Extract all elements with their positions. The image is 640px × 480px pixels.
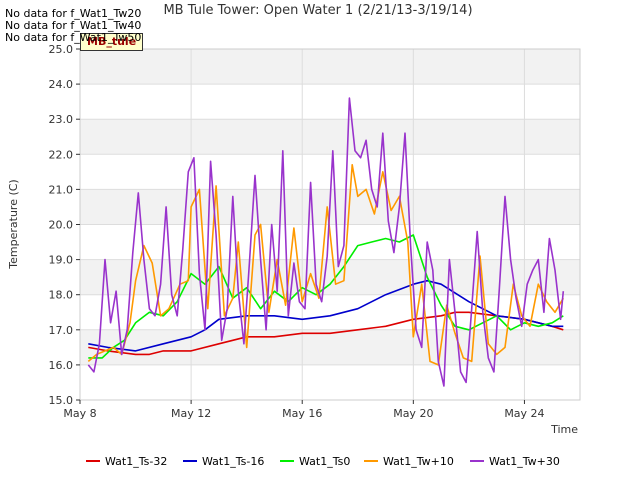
site-tag: MB_tule [80,33,144,51]
y-axis-label: Temperature (C) [7,179,20,269]
legend-label: Wat1_Tw+30 [489,455,560,468]
plot-band [80,84,580,120]
chart-title: MB Tule Tower: Open Water 1 (2/21/13-3/1… [163,3,472,18]
y-axis-ticks: 15.0 16.0 17.0 18.0 19.0 20.0 21.0 22.0 23.0 24.0… [49,43,80,407]
x-tick-label: May 24 [504,407,544,420]
series-line-Wat1_Tw+10 [87,164,564,366]
plot-band [80,154,580,190]
series-lines [87,97,565,387]
y-tick-label: 25.0 [49,43,74,56]
y-tick-label: 20.0 [49,219,74,232]
no-data-message: No data for f_Wat1_Tw20 [5,7,142,20]
no-data-message: No data for f_Wat1_Tw50 [5,31,142,44]
x-tick-label: May 16 [282,407,322,420]
y-tick-label: 16.0 [49,359,74,372]
y-tick-label: 22.0 [49,148,74,161]
legend-label: Wat1_Tw+10 [383,455,454,468]
x-axis-label: Time [550,423,578,436]
legend-label: Wat1_Ts0 [299,455,350,468]
legend-label: Wat1_Ts-16 [202,455,264,468]
x-tick-label: May 20 [393,407,433,420]
y-tick-label: 17.0 [49,324,74,337]
legend-label: Wat1_Ts-32 [105,455,167,468]
y-tick-label: 15.0 [49,394,74,407]
series-line-Wat1_Ts-16 [88,279,564,352]
y-tick-label: 24.0 [49,78,74,91]
x-axis-ticks: May 8 May 12 May 16 May 20 May 24 [63,400,545,420]
x-tick-label: May 12 [171,407,211,420]
y-tick-label: 18.0 [49,289,74,302]
y-tick-label: 19.0 [49,254,74,267]
plot-band [80,364,580,400]
series-line-Wat1_Tw+30 [87,97,565,387]
legend: Wat1_Ts-32 Wat1_Ts-16 Wat1_Ts0 Wat1_Tw+10 Wa… [86,455,560,468]
plot-band [80,49,580,85]
y-tick-label: 23.0 [49,113,74,126]
plot-band [80,119,580,155]
y-tick-label: 21.0 [49,183,74,196]
no-data-message: No data for f_Wat1_Tw40 [5,19,142,32]
x-tick-label: May 8 [63,407,96,420]
plot-band [80,259,580,295]
